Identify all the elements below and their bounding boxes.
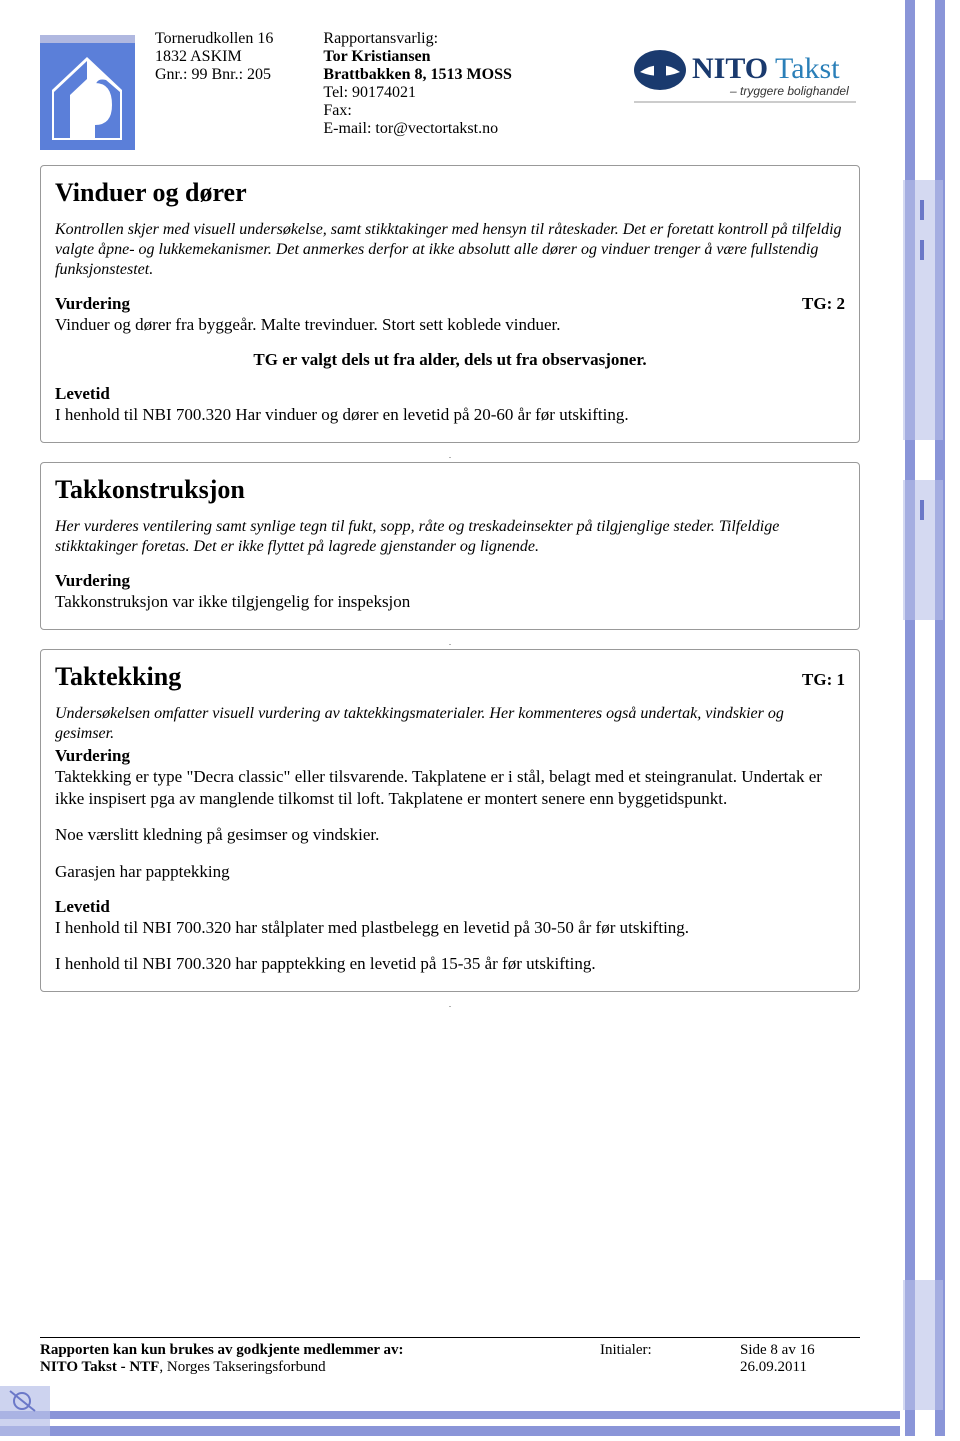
footer-org-bold: NITO Takst - NTF <box>40 1359 159 1375</box>
nito-takst-logo: NITO Takst – tryggere bolighandel <box>630 40 860 115</box>
footer-org-rest: , Norges Takseringsforbund <box>159 1359 325 1375</box>
footer-report-usage: Rapporten kan kun brukes av godkjente me… <box>40 1342 404 1358</box>
levetid-text: I henhold til NBI 700.320 Har vinduer og… <box>55 404 845 426</box>
levetid-label: Levetid <box>55 384 845 404</box>
property-info: Tornerudkollen 16 1832 ASKIM Gnr.: 99 Bn… <box>155 30 273 138</box>
footer-separator <box>40 1337 860 1338</box>
section-taktekking: Taktekking TG: 1 Undersøkelsen omfatter … <box>40 649 860 992</box>
responsible-email: E-mail: tor@vectortakst.no <box>323 120 511 138</box>
vurdering-label: Vurdering <box>55 294 130 314</box>
responsible-name: Tor Kristiansen <box>323 48 511 66</box>
section-title: Takkonstruksjon <box>55 475 845 505</box>
tg-value: TG: 2 <box>802 294 845 314</box>
vurdering-label: Vurdering <box>55 746 845 766</box>
footer-date: 26.09.2011 <box>740 1359 860 1376</box>
company-logo-left <box>40 35 135 150</box>
vurdering-text: Taktekking er type "Decra classic" eller… <box>55 766 845 810</box>
section-takkonstruksjon: Takkonstruksjon Her vurderes ventilering… <box>40 462 860 630</box>
svg-text:NITO: NITO <box>692 52 768 85</box>
property-address-2: 1832 ASKIM <box>155 48 273 66</box>
svg-text:Takst: Takst <box>775 52 840 85</box>
footer-left: Rapporten kan kun brukes av godkjente me… <box>40 1342 600 1376</box>
section-separator: . <box>40 451 860 460</box>
footer-page-number: Side 8 av 16 <box>740 1342 860 1359</box>
section-separator: . <box>40 638 860 647</box>
responsible-address: Brattbakken 8, 1513 MOSS <box>323 66 511 84</box>
responsible-fax: Fax: <box>323 102 511 120</box>
section-vinduer-dorer: Vinduer og dører Kontrollen skjer med vi… <box>40 165 860 443</box>
section-title: Taktekking <box>55 662 181 692</box>
section-title: Vinduer og dører <box>55 178 845 208</box>
responsible-tel: Tel: 90174021 <box>323 84 511 102</box>
vurdering-text: Takkonstruksjon var ikke tilgjengelig fo… <box>55 591 845 613</box>
svg-text:– tryggere bolighandel: – tryggere bolighandel <box>729 84 849 98</box>
section-description: Kontrollen skjer med visuell undersøkels… <box>55 220 845 280</box>
levetid-text-1: I henhold til NBI 700.320 har stålplater… <box>55 917 845 939</box>
extra-text-1: Noe værslitt kledning på gesimser og vin… <box>55 824 845 846</box>
vurdering-text: Vinduer og dører fra byggeår. Malte trev… <box>55 314 845 336</box>
responsible-label: Rapportansvarlig: <box>323 30 511 48</box>
tg-reason-text: TG er valgt dels ut fra alder, dels ut f… <box>55 350 845 370</box>
footer-right: Side 8 av 16 26.09.2011 <box>740 1342 860 1376</box>
page-header: Tornerudkollen 16 1832 ASKIM Gnr.: 99 Bn… <box>40 30 860 150</box>
levetid-text-2: I henhold til NBI 700.320 har papptekkin… <box>55 953 845 975</box>
footer-initials: Initialer: <box>600 1342 740 1376</box>
section-description: Her vurderes ventilering samt synlige te… <box>55 517 845 557</box>
responsible-info: Rapportansvarlig: Tor Kristiansen Brattb… <box>323 30 511 138</box>
tg-value: TG: 1 <box>802 670 845 690</box>
section-description: Undersøkelsen omfatter visuell vurdering… <box>55 704 845 744</box>
vurdering-label: Vurdering <box>55 571 845 591</box>
levetid-label: Levetid <box>55 897 845 917</box>
property-address-1: Tornerudkollen 16 <box>155 30 273 48</box>
section-separator: . <box>40 1000 860 1009</box>
property-gnr-bnr: Gnr.: 99 Bnr.: 205 <box>155 66 273 84</box>
page-footer: Rapporten kan kun brukes av godkjente me… <box>40 1337 860 1376</box>
extra-text-2: Garasjen har papptekking <box>55 861 845 883</box>
header-text: Tornerudkollen 16 1832 ASKIM Gnr.: 99 Bn… <box>155 30 610 138</box>
